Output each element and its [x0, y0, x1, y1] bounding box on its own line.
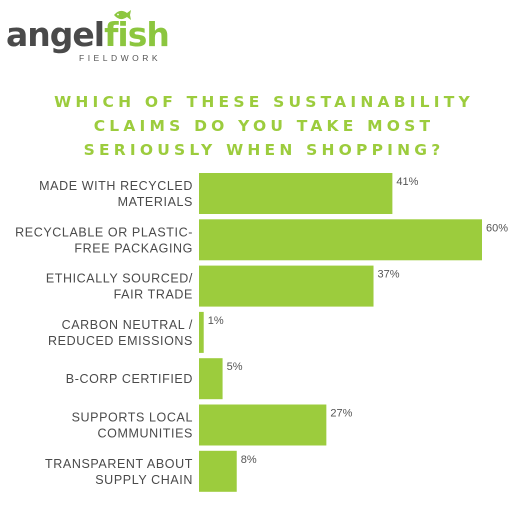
- bar: [199, 265, 374, 307]
- bar-value-label: 8%: [241, 454, 257, 466]
- bar-value-label: 5%: [227, 361, 243, 373]
- fish-icon: [114, 10, 131, 20]
- category-label: MADE WITH RECYCLED: [39, 179, 193, 193]
- bar-value-label: 27%: [330, 408, 352, 420]
- category-label: RECYCLABLE OR PLASTIC-: [15, 225, 193, 239]
- category-label: SUPPORTS LOCAL: [72, 411, 193, 425]
- logo-word-part1: angel: [6, 15, 105, 54]
- bar-chart: 41% MADE WITH RECYCLED MATERIALS 60% RECYCLA…: [15, 173, 508, 492]
- bar-value-label: 1%: [208, 315, 224, 327]
- category-label: FREE PACKAGING: [74, 241, 193, 255]
- bar: [199, 358, 223, 400]
- chart-title: WHICH OF THESE SUSTAINABILITY CLAIMS DO …: [0, 90, 528, 162]
- bar-value-label: 60%: [486, 222, 508, 234]
- chart-title-line: WHICH OF THESE SUSTAINABILITY: [54, 93, 474, 111]
- bar: [199, 311, 204, 353]
- bar-value-label: 41%: [396, 176, 418, 188]
- bar-value-label: 37%: [378, 269, 400, 281]
- category-label: MATERIALS: [118, 195, 193, 209]
- bar: [199, 404, 327, 446]
- category-label: FAIR TRADE: [114, 288, 193, 302]
- bar: [199, 450, 237, 492]
- logo-subtitle: FIELDWORK: [79, 53, 162, 63]
- category-label: ETHICALLY SOURCED/: [46, 272, 193, 286]
- logo-wordmark: angelfish: [6, 15, 170, 54]
- bar: [199, 219, 482, 261]
- chart-title-line: SERIOUSLY WHEN SHOPPING?: [83, 141, 445, 159]
- category-label: B-CORP CERTIFIED: [66, 372, 193, 386]
- category-label: CARBON NEUTRAL /: [62, 318, 193, 332]
- category-label: SUPPLY CHAIN: [95, 473, 193, 487]
- category-label: COMMUNITIES: [98, 427, 194, 441]
- bar: [199, 173, 393, 214]
- logo: angelfish FIELDWORK: [6, 8, 170, 68]
- category-label: TRANSPARENT ABOUT: [45, 457, 193, 471]
- logo-word-part2: fish: [104, 15, 170, 54]
- chart-title-line: CLAIMS DO YOU TAKE MOST: [93, 117, 435, 135]
- category-label: REDUCED EMISSIONS: [48, 334, 193, 348]
